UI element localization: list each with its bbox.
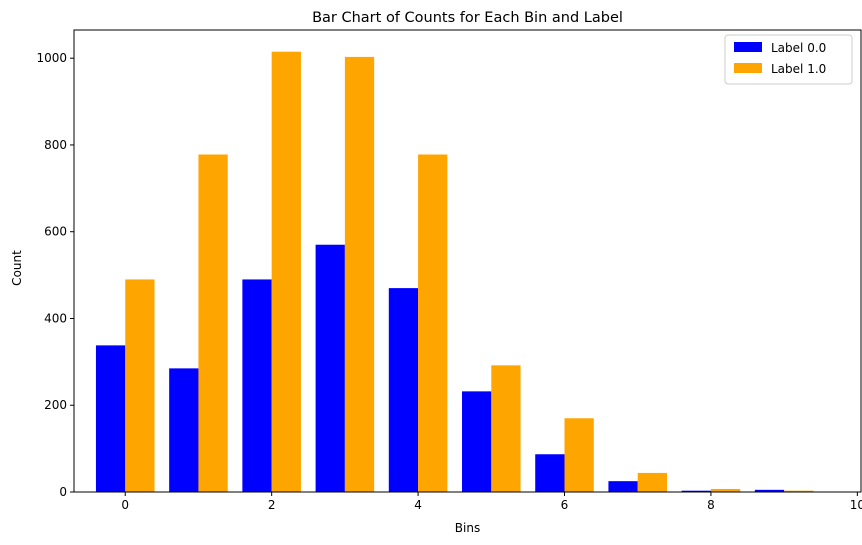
plot-frame xyxy=(73,29,862,493)
bar-label-1-0-bin-6 xyxy=(564,418,594,492)
bar-label-1-0-bin-8 xyxy=(710,488,741,492)
x-tick-label: 4 xyxy=(414,498,422,512)
x-tick-label: 2 xyxy=(268,498,276,512)
y-tick-label: 1000 xyxy=(36,51,67,65)
x-tick-label: 8 xyxy=(707,498,715,512)
bar-label-1-0-bin-1 xyxy=(198,154,228,492)
bar-label-1-0-bin-9 xyxy=(784,490,814,492)
bar-label-0-0-bin-6 xyxy=(535,454,565,492)
y-tick-label: 800 xyxy=(44,138,67,152)
x-tick-label: 0 xyxy=(121,498,129,512)
bar-label-1-0-bin-3 xyxy=(344,56,375,492)
x-tick-label: 10 xyxy=(850,498,862,512)
bar-label-0-0-bin-9 xyxy=(754,489,785,492)
y-tick-label: 200 xyxy=(44,398,67,412)
bar-label-1-0-bin-2 xyxy=(271,51,301,493)
bar-label-0-0-bin-8 xyxy=(681,490,711,492)
y-tick-label: 0 xyxy=(59,485,67,499)
bar-label-1-0-bin-0 xyxy=(125,279,155,492)
bar-label-0-0-bin-2 xyxy=(242,279,272,492)
bar-label-0-0-bin-1 xyxy=(169,368,199,492)
bar-label-1-0-bin-7 xyxy=(637,472,667,492)
bar-label-0-0-bin-3 xyxy=(315,244,345,492)
legend: Label 0.0 Label 1.0 xyxy=(724,34,853,85)
bars-group xyxy=(95,51,814,493)
legend-label: Label 1.0 xyxy=(771,62,826,76)
legend-swatch xyxy=(734,42,762,52)
legend-swatch xyxy=(734,63,762,73)
x-tick-label: 6 xyxy=(561,498,569,512)
x-axis-label: Bins xyxy=(455,521,480,535)
y-axis-label: Count xyxy=(10,250,24,286)
chart-title: Bar Chart of Counts for Each Bin and Lab… xyxy=(312,10,623,26)
y-tick-label: 400 xyxy=(44,311,67,325)
axes-group: 0 2 4 6 8 10 0 200 400 600 800 1000 xyxy=(36,29,862,512)
y-tick-label: 600 xyxy=(44,225,67,239)
bar-label-1-0-bin-4 xyxy=(418,154,448,492)
bar-label-1-0-bin-5 xyxy=(491,365,521,492)
legend-label: Label 0.0 xyxy=(771,41,826,55)
bar-label-0-0-bin-7 xyxy=(608,481,638,492)
bar-label-0-0-bin-0 xyxy=(95,345,126,492)
bar-label-0-0-bin-5 xyxy=(462,391,492,492)
bar-label-0-0-bin-4 xyxy=(388,288,419,492)
